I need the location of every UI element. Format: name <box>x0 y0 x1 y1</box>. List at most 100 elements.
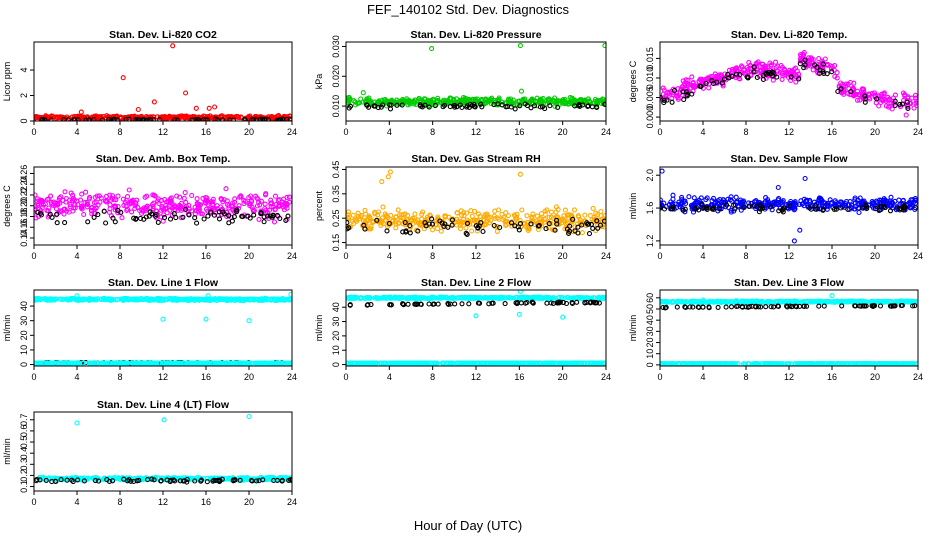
data-point <box>98 296 105 302</box>
data-point <box>170 43 176 49</box>
data-point <box>42 117 48 121</box>
data-point <box>151 117 157 121</box>
data-point <box>502 301 508 307</box>
data-point <box>577 103 583 109</box>
data-point <box>816 196 822 202</box>
data-point <box>37 360 43 366</box>
data-point <box>358 214 364 220</box>
data-point <box>791 238 797 244</box>
data-point <box>564 226 570 232</box>
data-point <box>539 104 546 110</box>
panel-title: Stan. Dev. Li-820 Pressure <box>410 29 541 41</box>
data-point <box>524 103 530 109</box>
y-tick-label: 2.0 <box>645 169 655 182</box>
panel-ylabel: ml/min <box>628 193 638 220</box>
data-point <box>74 198 80 204</box>
data-point <box>820 207 826 213</box>
data-point <box>161 212 167 218</box>
data-point <box>582 98 588 104</box>
data-point <box>775 184 781 191</box>
x-tick-label: 4 <box>74 372 79 382</box>
y-tick-label: 10 <box>331 345 341 355</box>
data-point <box>508 220 515 226</box>
data-point <box>509 223 515 229</box>
data-point <box>566 230 572 236</box>
data-point <box>111 116 117 121</box>
data-point <box>275 197 281 203</box>
data-point <box>102 198 108 204</box>
data-point <box>284 201 290 208</box>
data-point <box>288 296 292 302</box>
data-point <box>276 202 282 208</box>
data-point <box>909 202 915 208</box>
data-point <box>351 220 357 227</box>
data-point <box>57 296 63 302</box>
data-point <box>689 91 695 97</box>
data-point <box>895 299 901 305</box>
data-point <box>153 212 159 218</box>
data-point <box>797 201 803 207</box>
data-point <box>234 209 240 215</box>
data-point <box>399 102 405 108</box>
data-point <box>346 360 350 366</box>
data-point <box>757 206 764 212</box>
data-point <box>180 214 186 220</box>
data-point <box>589 104 595 110</box>
data-point <box>115 193 121 199</box>
data-point <box>696 299 702 305</box>
data-point <box>246 318 252 324</box>
data-point <box>346 220 350 226</box>
data-point <box>211 296 217 302</box>
data-point <box>483 221 489 227</box>
data-point <box>588 100 594 106</box>
data-point <box>193 296 200 302</box>
data-point <box>905 105 911 111</box>
data-point <box>144 193 150 199</box>
data-point <box>684 83 690 89</box>
data-point <box>881 204 887 210</box>
data-point <box>729 68 735 74</box>
data-point <box>238 297 244 303</box>
data-point <box>82 200 88 206</box>
data-point <box>746 203 752 210</box>
data-point <box>590 205 596 211</box>
data-point <box>201 116 207 121</box>
data-point <box>703 197 709 203</box>
data-point <box>239 213 245 219</box>
data-point <box>796 74 802 80</box>
data-point <box>66 209 72 215</box>
data-point <box>258 210 264 216</box>
data-point <box>829 69 835 75</box>
data-point <box>238 114 244 120</box>
data-point <box>135 360 141 366</box>
data-point <box>709 78 715 84</box>
data-point <box>411 99 417 105</box>
data-point <box>682 206 688 212</box>
x-tick-label: 4 <box>387 251 392 261</box>
data-point <box>525 225 531 231</box>
data-point <box>545 360 551 366</box>
data-point <box>486 98 492 104</box>
data-point <box>56 195 63 201</box>
data-point <box>164 115 170 121</box>
data-point <box>201 216 207 222</box>
data-point <box>878 92 884 98</box>
data-point <box>774 74 780 80</box>
data-point <box>717 299 723 305</box>
data-point <box>364 96 370 102</box>
data-point <box>419 216 425 222</box>
data-point <box>410 215 416 221</box>
data-point <box>900 90 906 96</box>
data-point <box>914 299 918 305</box>
data-point <box>528 98 534 104</box>
y-tick-label: 0.22 <box>19 186 29 204</box>
data-point <box>546 221 552 227</box>
data-point <box>779 199 785 205</box>
data-point <box>754 63 760 69</box>
data-point <box>415 228 421 234</box>
data-point <box>579 222 585 228</box>
data-point <box>777 69 783 75</box>
x-tick-label: 4 <box>387 127 392 137</box>
